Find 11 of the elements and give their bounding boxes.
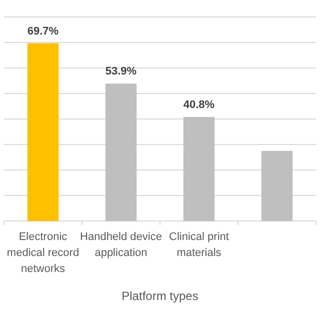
bar xyxy=(261,150,293,221)
data-label: 69.7% xyxy=(27,25,59,38)
x-tick-label: Clinical print materials xyxy=(169,231,229,259)
bar xyxy=(105,84,137,221)
data-label: 53.9% xyxy=(105,66,137,78)
x-tick-label: Electronic medical record networks xyxy=(6,231,80,275)
data-label: 40.8% xyxy=(183,98,215,111)
x-axis-title: Platform types xyxy=(122,289,198,303)
bar xyxy=(27,43,59,221)
bar xyxy=(183,116,215,221)
x-tick-label: Handheld device application xyxy=(80,231,162,259)
